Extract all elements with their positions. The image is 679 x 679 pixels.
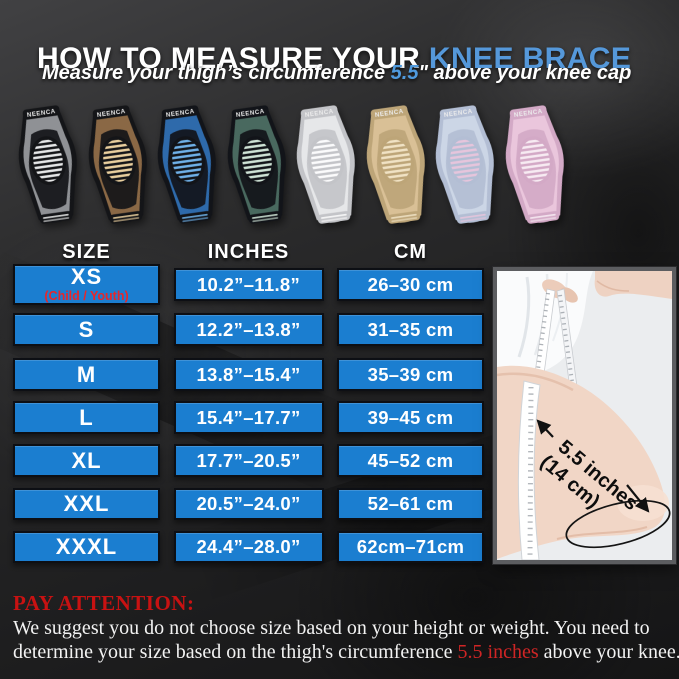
size-note: (Child / Youth) xyxy=(44,289,129,303)
knee-brace-beige: NEENCA xyxy=(352,93,440,239)
cm-cell: 26–30 cm xyxy=(337,268,484,302)
subtitle-measure-value: 5.5 xyxy=(390,62,419,84)
size-label: M xyxy=(76,361,97,387)
inches-cell: 10.2”–11.8” xyxy=(173,268,324,302)
knee-brace-lavender-pink: NEENCA xyxy=(422,93,510,239)
inches-cell: 20.5”–24.0” xyxy=(173,488,324,520)
cm-cell: 31–35 cm xyxy=(337,313,484,346)
inches-value: 24.4”–28.0” xyxy=(196,536,301,557)
table-row: M 13.8”–15.4” 35–39 cm xyxy=(13,358,484,391)
cm-value: 31–35 cm xyxy=(367,318,454,340)
knee-brace-blue-black: NEENCA xyxy=(144,93,232,239)
footer-line-2-before: determine your size based on the thigh's… xyxy=(13,641,458,663)
header-inches: INCHES xyxy=(207,241,290,263)
cm-cell: 52–61 cm xyxy=(337,488,484,520)
inches-cell: 13.8”–15.4” xyxy=(173,358,324,391)
size-cell: XXXL xyxy=(13,531,160,563)
footer-line-2-highlight: 5.5 inches xyxy=(457,641,539,663)
subtitle: Measure your thigh’s circumference 5.5" … xyxy=(42,62,631,85)
brand-label: NEENCA xyxy=(305,108,335,119)
size-label: S xyxy=(78,316,95,342)
inches-value: 10.2”–11.8” xyxy=(196,273,301,295)
footer-line-2: determine your size based on the thigh's… xyxy=(13,640,679,664)
subtitle-before: Measure your thigh’s circumference xyxy=(42,62,391,84)
footer-note: We suggest you do not choose size based … xyxy=(13,616,679,664)
brand-label: NEENCA xyxy=(96,108,126,119)
pay-attention-heading: PAY ATTENTION: xyxy=(13,591,195,615)
table-row: XL 17.7”–20.5” 45–52 cm xyxy=(13,444,484,477)
knee-brace-pink-white: NEENCA xyxy=(491,93,579,239)
cm-value: 52–61 cm xyxy=(367,493,454,514)
size-cell: XS (Child / Youth) xyxy=(13,264,160,306)
inches-value: 12.2”–13.8” xyxy=(196,318,301,340)
brace-row: NEENCA NEENCA NEENCA NEENCA xyxy=(14,96,574,236)
brand-label: NEENCA xyxy=(444,108,474,119)
brand-label: NEENCA xyxy=(374,108,404,119)
footer-line-1: We suggest you do not choose size based … xyxy=(13,617,650,639)
subtitle-after: above your knee cap xyxy=(427,62,632,84)
size-label: XXXL xyxy=(55,534,118,559)
inches-cell: 17.7”–20.5” xyxy=(173,444,324,477)
cm-value: 45–52 cm xyxy=(367,449,454,471)
knee-brace-brown-black: NEENCA xyxy=(74,93,162,239)
brand-label: NEENCA xyxy=(513,108,543,119)
size-label: XL xyxy=(71,447,102,473)
inches-cell: 15.4”–17.7” xyxy=(173,401,324,434)
header-cm: CM xyxy=(393,241,428,263)
inches-cell: 24.4”–28.0” xyxy=(173,531,324,563)
cm-cell: 39–45 cm xyxy=(337,401,484,434)
title-highlight: KNEE BRACE xyxy=(428,42,632,76)
table-row: L 15.4”–17.7” 39–45 cm xyxy=(13,401,484,434)
cm-cell: 35–39 cm xyxy=(337,358,484,391)
inches-value: 15.4”–17.7” xyxy=(196,406,301,428)
cm-cell: 62cm–71cm xyxy=(337,531,484,563)
table-row: XXL 20.5”–24.0” 52–61 cm xyxy=(13,488,484,520)
measurement-illustration: 5.5 inches (14 cm) xyxy=(497,271,672,560)
cm-value: 62cm–71cm xyxy=(356,536,465,557)
table-row: S 12.2”–13.8” 31–35 cm xyxy=(13,313,484,346)
size-cell: M xyxy=(13,358,160,391)
brand-label: NEENCA xyxy=(27,108,57,119)
inches-value: 13.8”–15.4” xyxy=(196,363,301,385)
size-cell: L xyxy=(13,401,160,434)
cm-value: 35–39 cm xyxy=(367,363,454,385)
cm-value: 39–45 cm xyxy=(367,406,454,428)
footer-line-2-after: above your knee. xyxy=(538,641,679,663)
table-row: XS (Child / Youth) 10.2”–11.8” 26–30 cm xyxy=(13,264,484,306)
inches-value: 17.7”–20.5” xyxy=(196,449,301,471)
cm-cell: 45–52 cm xyxy=(337,444,484,477)
brand-label: NEENCA xyxy=(166,108,196,119)
subtitle-inch-mark: " xyxy=(418,62,428,84)
size-cell: XL xyxy=(13,444,160,477)
size-label: L xyxy=(79,404,94,430)
table-row: XXXL 24.4”–28.0” 62cm–71cm xyxy=(13,531,484,563)
size-label: XS xyxy=(70,264,103,289)
size-table: SIZE INCHES CM XS (Child / Youth) 10.2”–… xyxy=(13,241,484,563)
size-table-header: SIZE INCHES CM xyxy=(13,241,484,263)
size-label: XXL xyxy=(63,491,110,516)
title-prefix: HOW TO MEASURE YOUR xyxy=(37,42,429,76)
inches-cell: 12.2”–13.8” xyxy=(173,313,324,346)
size-cell: XXL xyxy=(13,488,160,520)
knee-brace-teal-black: NEENCA xyxy=(213,93,301,239)
knee-brace-white: NEENCA xyxy=(283,93,371,239)
header-size: SIZE xyxy=(62,241,111,263)
page-title: HOW TO MEASURE YOUR KNEE BRACE xyxy=(37,42,631,76)
cm-value: 26–30 cm xyxy=(367,273,454,295)
brand-label: NEENCA xyxy=(235,108,265,119)
inches-value: 20.5”–24.0” xyxy=(196,493,301,514)
thigh-measurement-photo: 5.5 inches (14 cm) xyxy=(493,267,676,564)
knee-brace-gray-black: NEENCA xyxy=(5,93,93,239)
size-cell: S xyxy=(13,313,160,346)
